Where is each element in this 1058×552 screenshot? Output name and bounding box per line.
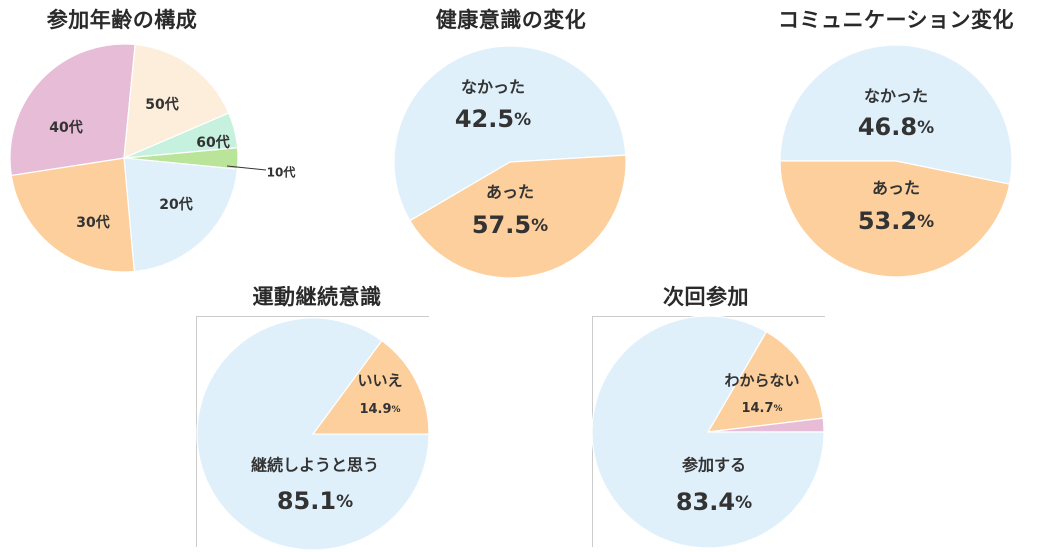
age-label-50s: 50代 [145,96,178,113]
health-value-no: 42.5% [455,105,531,133]
comm-slice-no [779,160,1011,278]
age-slice-50s [123,43,230,159]
age-slice-60s [123,112,239,159]
exercise-label-will-continue: 継続しようと思う [251,456,379,475]
comm-value-no: 46.8% [858,113,934,141]
next-slice-unsure [706,330,824,433]
age-label-10s: 10代 [267,165,296,180]
exercise-label-no: いいえ [357,372,402,390]
health-slice-no [409,154,627,279]
comm-label-no: なかった [864,87,928,106]
next-slice-will-attend [591,315,825,549]
next-label-unsure: わからない [724,372,799,390]
age-label-60s: 60代 [196,134,229,151]
next-chart-title: 次回参加 [663,285,749,309]
age-slice-30s [10,157,135,273]
age-label-30s: 30代 [76,214,109,231]
next-label-will-attend: 参加する [682,456,746,475]
age-label-20s: 20代 [159,196,192,213]
next-value-unsure: 14.7% [741,401,782,416]
exercise-slice-will-continue [196,317,430,551]
health-chart-title: 健康意識の変化 [435,8,587,32]
exercise-value-will-continue: 85.1% [277,487,353,515]
age-slice-40s [9,43,136,177]
health-label-yes: あった [486,183,534,202]
exercise-slice-no [311,339,430,435]
health-label-no: なかった [461,78,525,97]
comm-chart-title: コミュニケーション変化 [777,8,1015,32]
comm-label-yes: あった [872,179,920,198]
health-value-yes: 57.5% [472,211,548,239]
exercise-value-no: 14.9% [359,402,400,417]
exercise-chart-title: 運動継続意識 [252,285,382,309]
next-value-will-attend: 83.4% [676,488,752,516]
age-slice-20s [123,157,239,273]
comm-slice-yes [779,44,1013,185]
age-label-40s: 40代 [49,119,82,136]
comm-value-yes: 53.2% [858,207,934,235]
age-chart-title: 参加年齢の構成 [46,8,198,32]
age-leader-line-10s [226,165,267,171]
health-slice-yes [393,45,627,222]
